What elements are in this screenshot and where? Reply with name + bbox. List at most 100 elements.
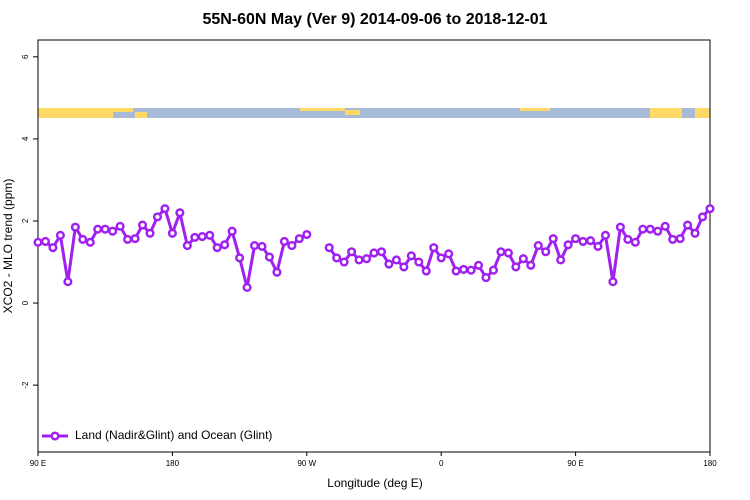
data-point <box>361 254 372 264</box>
data-point <box>518 254 528 264</box>
data-point <box>638 224 648 234</box>
data-point <box>137 220 148 230</box>
data-point <box>541 247 551 257</box>
data-point <box>78 234 88 244</box>
data-point <box>436 253 446 263</box>
plot-frame <box>37 39 711 453</box>
y-tick-label: 4 <box>21 136 30 141</box>
data-point <box>675 234 685 244</box>
data-point <box>354 255 364 265</box>
data-point <box>503 248 513 258</box>
data-point <box>48 243 58 253</box>
x-tick-label: 90 E <box>30 459 46 468</box>
x-axis-label: Longitude (deg E) <box>327 476 422 490</box>
y-tick-label: 0 <box>21 300 30 305</box>
data-point <box>459 264 469 274</box>
data-point <box>571 234 581 244</box>
series-line <box>327 207 712 282</box>
data-point <box>235 253 245 263</box>
data-point <box>242 282 252 292</box>
data-point <box>220 240 230 250</box>
series-line <box>37 205 308 288</box>
data-point <box>414 257 424 267</box>
data-point <box>115 221 125 231</box>
data-point <box>444 249 454 259</box>
data-point <box>160 204 170 214</box>
data-point <box>100 224 110 234</box>
data-point <box>302 229 312 240</box>
data-point <box>563 240 573 250</box>
data-point <box>697 212 708 222</box>
data-point <box>190 232 200 242</box>
data-point <box>272 267 282 277</box>
data-point <box>145 228 155 238</box>
data-point <box>526 260 536 270</box>
data-point <box>182 241 192 251</box>
data-point <box>376 247 387 257</box>
data-point <box>205 230 215 240</box>
data-point <box>608 277 618 287</box>
data-point <box>548 234 558 244</box>
data-point <box>481 273 491 283</box>
data-point <box>175 208 185 218</box>
data-point <box>70 222 80 232</box>
data-point <box>332 253 342 263</box>
data-point <box>123 234 133 244</box>
y-tick-label: 6 <box>21 54 30 59</box>
data-point <box>197 232 207 242</box>
data-point <box>660 221 670 231</box>
data-point <box>615 222 625 232</box>
data-point <box>347 247 357 257</box>
x-tick-label: 180 <box>166 459 180 468</box>
data-point <box>429 243 439 253</box>
data-point <box>339 257 349 267</box>
data-point <box>668 234 678 244</box>
x-tick-label: 90 E <box>567 459 583 468</box>
data-point <box>421 266 431 276</box>
y-axis-label: XCO2 - MLO trend (ppm) <box>1 179 15 314</box>
data-point <box>384 259 394 269</box>
data-point <box>369 248 379 258</box>
data-point <box>167 228 177 238</box>
data-point <box>496 247 506 257</box>
data-point <box>451 266 461 276</box>
data-point <box>645 224 655 234</box>
data-point <box>556 255 566 265</box>
data-point <box>294 234 304 244</box>
data-point <box>55 230 65 240</box>
x-tick-label: 90 W <box>297 459 316 468</box>
legend: Land (Nadir&Glint) and Ocean (Glint) <box>42 428 272 442</box>
data-point <box>227 226 237 236</box>
data-point <box>85 237 95 247</box>
data-point <box>399 262 409 272</box>
data-point <box>257 241 267 251</box>
data-point <box>585 236 596 246</box>
legend-label: Land (Nadir&Glint) and Ocean (Glint) <box>75 428 272 442</box>
chart-title: 55N-60N May (Ver 9) 2014-09-06 to 2018-1… <box>202 11 547 28</box>
legend-marker <box>50 431 60 441</box>
data-point <box>630 237 640 247</box>
data-point <box>108 226 118 236</box>
data-point <box>473 260 484 270</box>
data-point <box>466 265 476 275</box>
data-point <box>600 230 611 240</box>
data-point <box>152 212 163 222</box>
data-point <box>33 237 43 247</box>
data-point <box>623 234 633 244</box>
data-point <box>705 204 715 214</box>
data-point <box>488 265 499 275</box>
data-point <box>40 236 51 247</box>
data-point <box>593 241 603 251</box>
y-tick-label: -2 <box>21 381 30 389</box>
data-point <box>212 243 222 253</box>
data-point <box>683 220 693 230</box>
data-point <box>690 228 700 238</box>
data-point <box>93 224 103 234</box>
data-point <box>511 262 521 272</box>
data-point <box>279 236 289 247</box>
data-point <box>249 241 260 251</box>
y-tick-label: 2 <box>21 218 30 223</box>
data-point <box>653 226 663 236</box>
